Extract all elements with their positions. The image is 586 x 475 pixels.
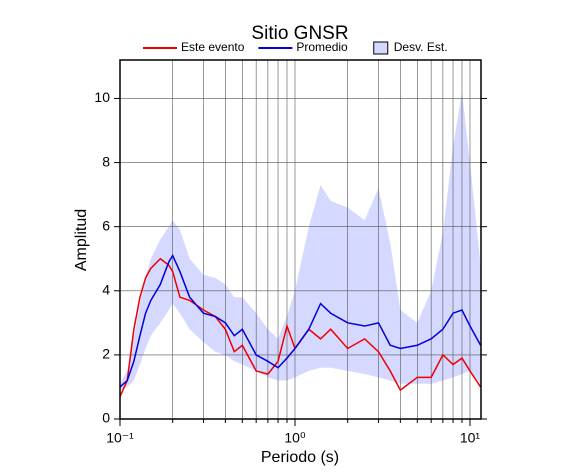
x-tick-label: 10⁻¹ xyxy=(106,430,134,446)
y-tick-label: 4 xyxy=(102,281,110,297)
y-tick-label: 10 xyxy=(94,89,110,105)
series-line xyxy=(119,257,482,397)
legend-label: Desv. Est. xyxy=(394,40,448,54)
y-axis-label: Amplitud xyxy=(73,209,90,271)
x-tick-label: 10¹ xyxy=(460,430,481,446)
y-tick-label: 2 xyxy=(102,346,110,362)
series-line xyxy=(119,253,482,388)
legend-swatch xyxy=(373,41,389,55)
y-tick-label: 0 xyxy=(102,410,110,426)
legend-label: Este evento xyxy=(181,40,245,54)
x-axis-label: Periodo (s) xyxy=(261,449,339,466)
plot-frame xyxy=(119,59,482,420)
y-tick-label: 6 xyxy=(102,217,110,233)
chart-title: Sitio GNSR xyxy=(251,23,348,44)
y-tick-label: 8 xyxy=(102,153,110,169)
legend-label: Promedio xyxy=(296,40,348,54)
x-tick-label: 10⁰ xyxy=(284,430,306,446)
std-band xyxy=(120,92,481,391)
